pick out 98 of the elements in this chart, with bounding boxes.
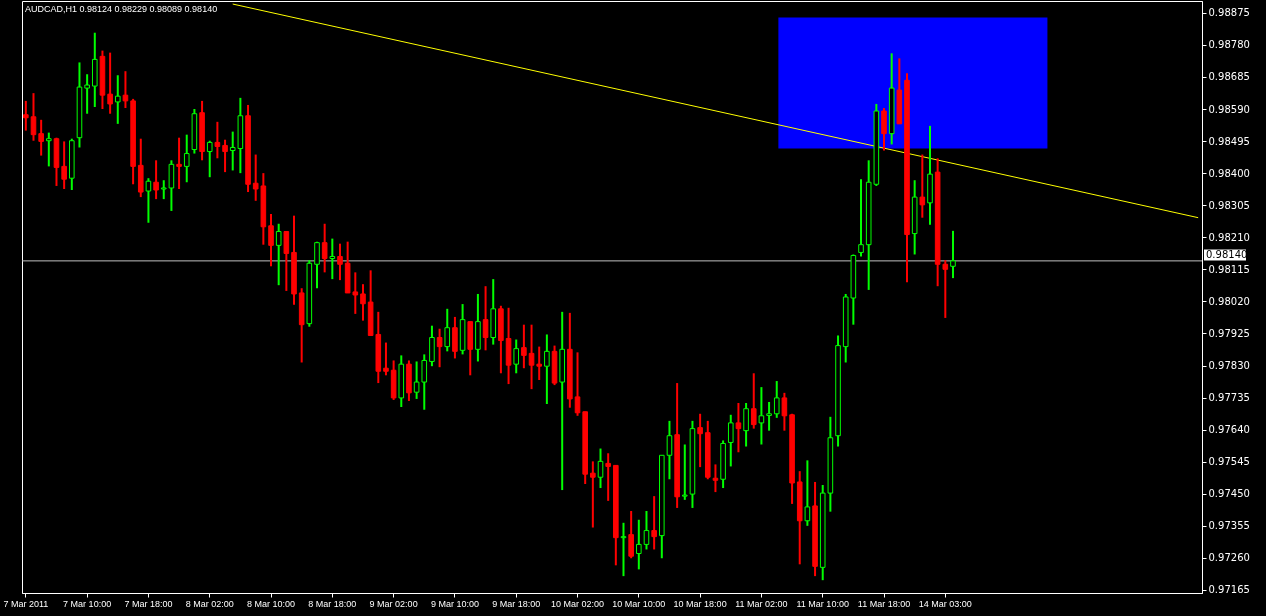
y-tick-label: 0.98685 [1208, 71, 1250, 83]
candlestick [436, 327, 443, 369]
y-tick-label: 0.97260 [1208, 552, 1250, 564]
x-tick-label: 9 Mar 10:00 [430, 598, 479, 609]
candlestick [643, 509, 650, 551]
x-tick-label: 14 Mar 03:00 [918, 598, 972, 609]
x-tick-label: 8 Mar 10:00 [247, 598, 296, 609]
candlestick [804, 459, 811, 527]
candlestick [597, 447, 604, 490]
candlestick [536, 345, 543, 382]
y-tick-label: 0.98875 [1208, 7, 1250, 19]
y-tick-label: 0.98780 [1208, 39, 1250, 51]
candlestick [444, 307, 451, 353]
candlestick [337, 242, 343, 282]
y-tick-label: 0.98210 [1208, 231, 1250, 243]
x-tick-label: 11 Mar 10:00 [796, 598, 849, 609]
y-tick-label: 0.97545 [1208, 456, 1250, 468]
y-tick-label: 0.97925 [1208, 327, 1250, 339]
candlestick [620, 521, 627, 578]
candlestick [314, 240, 320, 290]
candlestick [735, 401, 742, 454]
candlestick [268, 212, 274, 268]
candlestick [919, 153, 926, 219]
y-tick-label: 0.98400 [1208, 167, 1250, 179]
candlestick [666, 419, 673, 481]
candlestick [528, 323, 535, 391]
candlestick [23, 99, 29, 132]
candlestick [712, 463, 719, 494]
candlestick [605, 452, 611, 502]
candlestick [214, 120, 221, 160]
candlestick [881, 106, 887, 152]
candlestick [697, 412, 703, 469]
candlestick [766, 400, 772, 432]
y-tick-label: 0.98495 [1208, 135, 1250, 147]
x-tick-label: 9 Mar 18:00 [492, 598, 541, 609]
candlestick [38, 118, 44, 157]
candlestick [360, 283, 366, 322]
x-tick-label: 11 Mar 18:00 [857, 598, 911, 609]
candlestick [513, 338, 520, 375]
candlestick [46, 131, 52, 168]
candlestick [183, 133, 190, 184]
x-tick-label: 7 Mar 2011 [3, 598, 49, 609]
candlestick [383, 341, 389, 377]
candlestick [283, 230, 290, 292]
candlestick [145, 177, 152, 224]
chart-title: AUDCAD,H1 0.98124 0.98229 0.98089 0.98140 [25, 4, 218, 14]
candlestick [858, 178, 864, 258]
candlestick [84, 73, 90, 115]
candlestick [574, 351, 581, 417]
x-tick-label: 8 Mar 18:00 [308, 598, 357, 609]
candlestick [122, 70, 129, 109]
candlestick [773, 380, 780, 419]
y-tick-label: 0.98590 [1208, 103, 1250, 115]
ref-line-label: 0.98140 [1206, 248, 1248, 260]
y-tick-label: 0.97735 [1208, 392, 1250, 404]
x-tick-label: 9 Mar 02:00 [369, 598, 418, 609]
candlestick [482, 285, 489, 352]
y-tick-label: 0.97450 [1208, 488, 1250, 500]
candlestick [544, 333, 550, 405]
candlestick [153, 159, 159, 201]
x-tick-label: 10 Mar 18:00 [673, 598, 727, 609]
candlestick [727, 413, 734, 468]
candlestick [107, 51, 113, 115]
x-tick-label: 7 Mar 10:00 [63, 598, 112, 609]
candlestick [30, 92, 37, 142]
y-tick-label: 0.98020 [1208, 295, 1250, 307]
y-tick-label: 0.97355 [1208, 520, 1250, 532]
candlestick [758, 386, 765, 446]
candlestick [681, 443, 688, 501]
x-tick-label: 8 Mar 02:00 [185, 598, 234, 609]
y-tick-label: 0.97640 [1208, 424, 1250, 436]
candlestick [452, 315, 458, 360]
candlestick [950, 229, 956, 280]
candlestick [636, 518, 642, 571]
candlestick [628, 509, 634, 560]
y-tick-label: 0.97165 [1208, 584, 1250, 596]
candlestick [321, 222, 328, 274]
y-tick-label: 0.97830 [1208, 360, 1250, 372]
candlestick [275, 222, 282, 287]
candlestick [329, 237, 336, 281]
candlestick [206, 139, 213, 179]
candlestick [114, 74, 121, 125]
candlestick [429, 324, 435, 368]
candlestick [61, 140, 67, 190]
candlestick [222, 138, 228, 174]
y-tick-label: 0.98115 [1208, 263, 1250, 275]
x-tick-label: 11 Mar 02:00 [735, 598, 788, 609]
candlestick [590, 460, 596, 529]
candlestick [750, 372, 757, 430]
x-tick-label: 10 Mar 10:00 [612, 598, 666, 609]
x-tick-label: 7 Mar 18:00 [124, 598, 173, 609]
candlestick [651, 495, 657, 551]
candlestick [743, 401, 749, 448]
x-tick-label: 10 Mar 02:00 [551, 598, 605, 609]
y-tick-label: 0.98305 [1208, 199, 1250, 211]
candlestick [521, 323, 527, 370]
candlestick [176, 136, 182, 190]
candlestick [781, 391, 788, 432]
